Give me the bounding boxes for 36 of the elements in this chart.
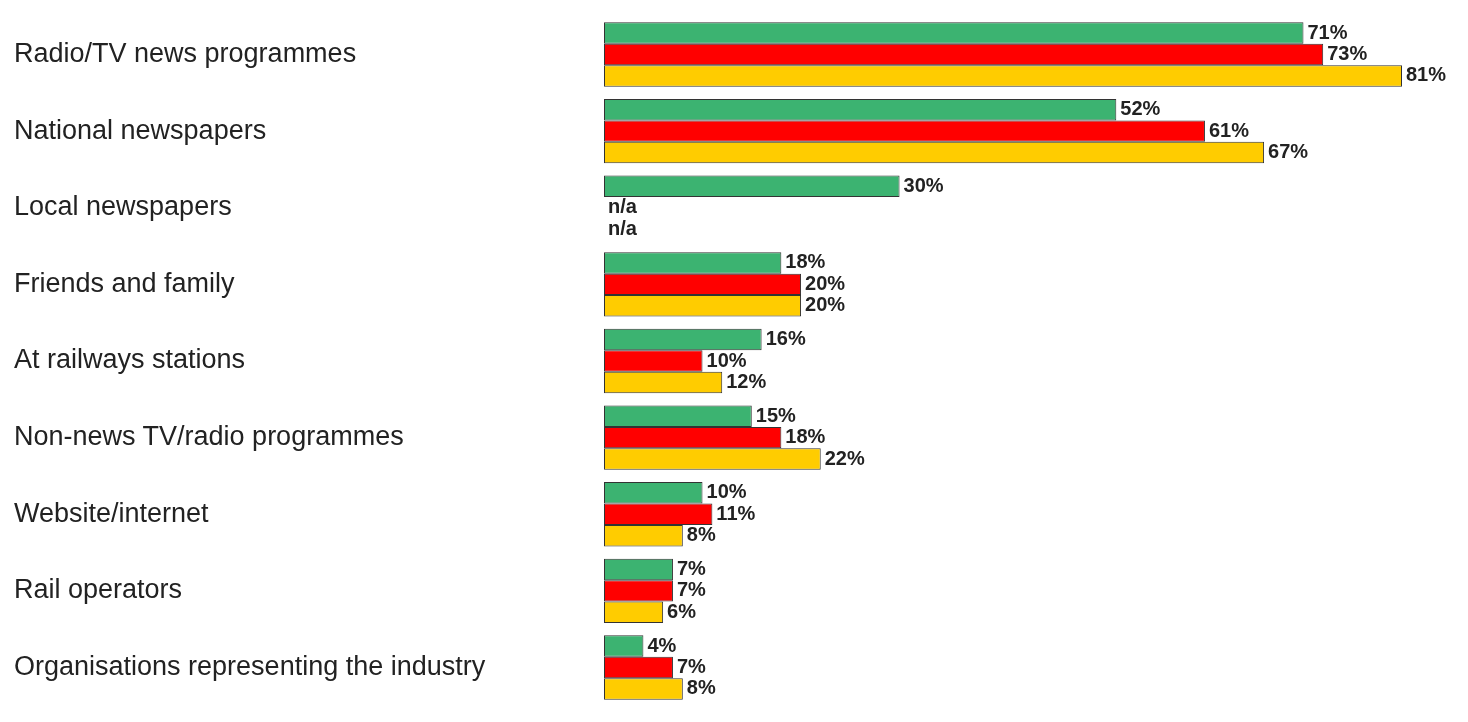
data-label: 10% xyxy=(706,480,747,503)
y-tick-label: Rail operators xyxy=(14,574,183,605)
y-tick-label: Friends and family xyxy=(14,267,236,298)
data-label: 15% xyxy=(755,403,797,426)
data-label: 52% xyxy=(1120,97,1161,120)
data-label: 4% xyxy=(647,633,677,656)
data-label: 73% xyxy=(1327,42,1368,65)
data-label: 8% xyxy=(686,523,716,546)
y-tick-label: Organisations representing the industry xyxy=(14,650,486,681)
y-tick-label: Local newspapers xyxy=(14,191,232,222)
data-label: 7% xyxy=(676,556,707,579)
data-label: 7% xyxy=(676,578,707,601)
y-tick-label: Radio/TV news programmes xyxy=(14,37,357,68)
y-tick-label: Website/internet xyxy=(14,497,210,528)
data-label: 6% xyxy=(667,599,697,622)
data-label: 7% xyxy=(676,655,707,677)
data-label: 30% xyxy=(903,173,944,196)
y-tick-label: National newspapers xyxy=(14,114,267,145)
text: n/a xyxy=(608,216,637,239)
y-tick-label: At railways stations xyxy=(14,344,246,375)
data-label: 20% xyxy=(805,271,846,294)
y-tick-label: Non-news TV/radio programmes xyxy=(14,421,404,452)
data-label: 12% xyxy=(726,369,767,392)
data-label: 8% xyxy=(686,676,716,699)
data-label: 20% xyxy=(805,293,846,316)
data-label: 10% xyxy=(706,348,747,371)
data-label: 18% xyxy=(785,250,826,273)
data-label: 16% xyxy=(765,327,806,350)
text: n/a xyxy=(608,195,637,218)
data-label: 67% xyxy=(1268,140,1309,163)
data-label: 22% xyxy=(824,446,865,469)
data-label: 11% xyxy=(716,501,756,524)
data-label: 61% xyxy=(1208,118,1250,141)
data-label: 81% xyxy=(1406,63,1447,86)
data-label: 18% xyxy=(785,425,826,448)
data-label: 71% xyxy=(1307,20,1348,43)
